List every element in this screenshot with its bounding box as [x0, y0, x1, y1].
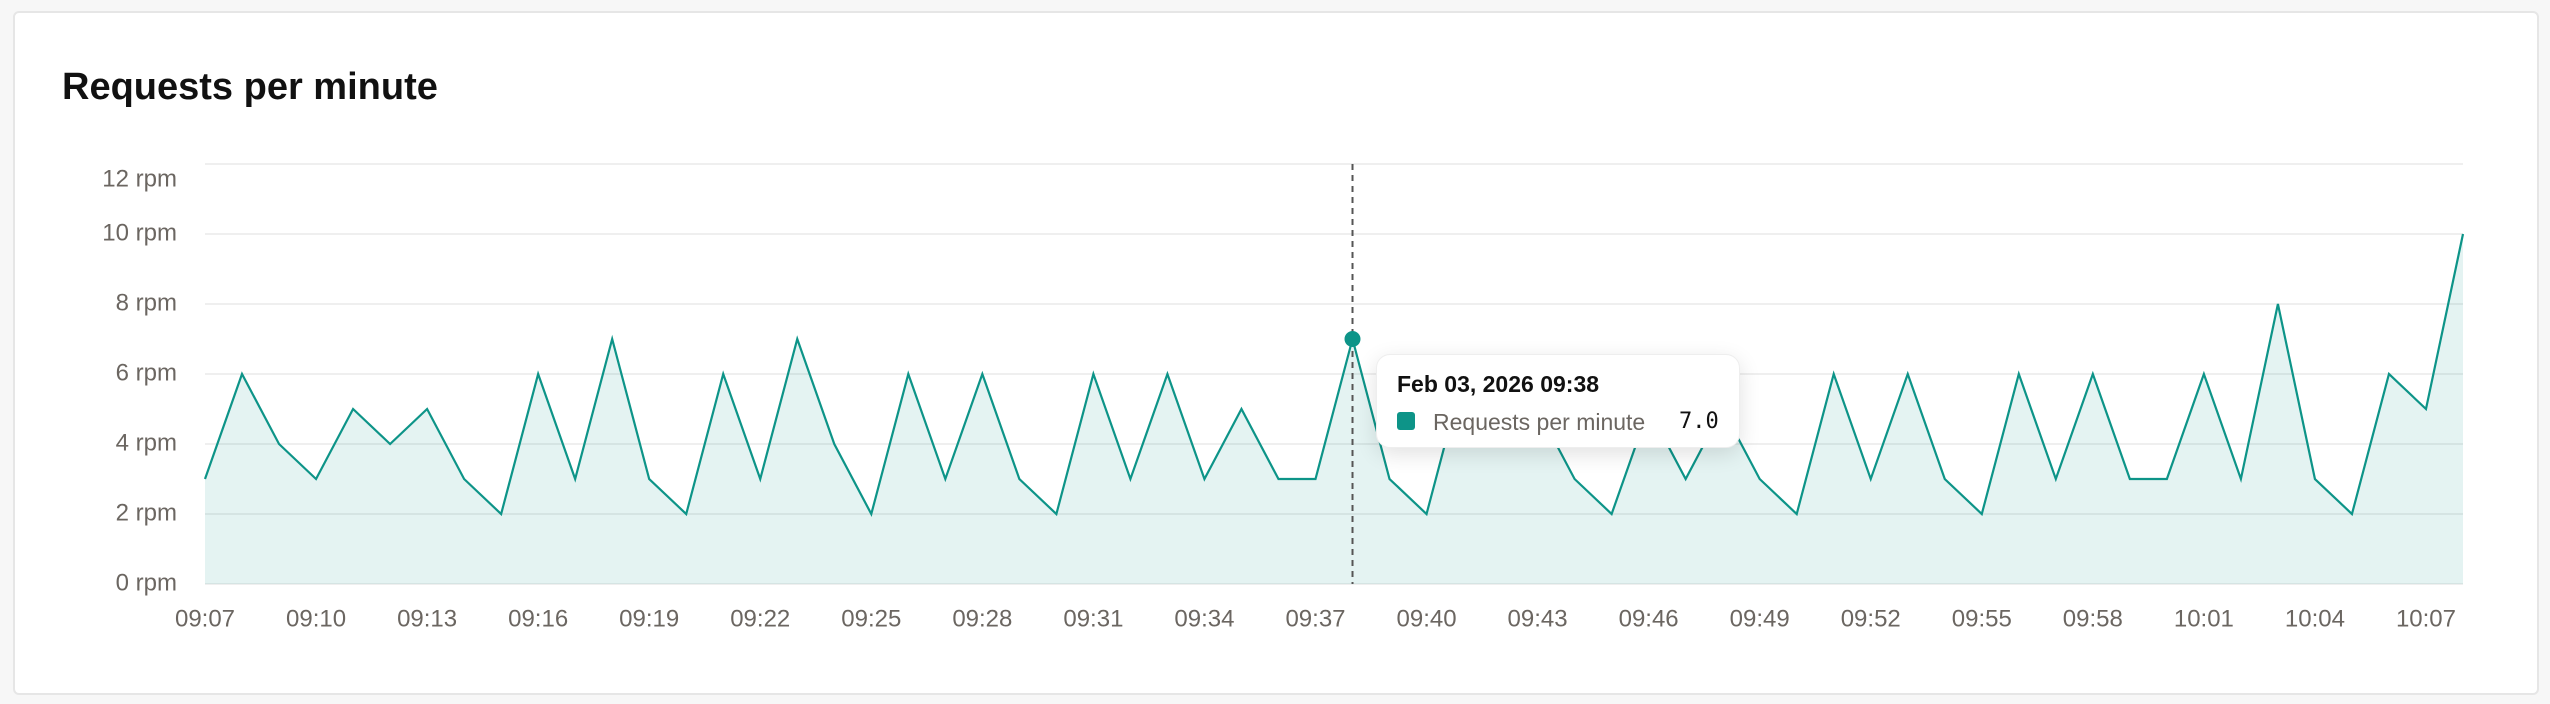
- y-tick-label: 4 rpm: [116, 429, 177, 456]
- x-tick-label: 09:43: [1508, 605, 1568, 632]
- y-tick-label: 12 rpm: [102, 165, 177, 192]
- y-tick-label: 0 rpm: [116, 569, 177, 596]
- x-tick-label: 09:31: [1063, 605, 1123, 632]
- y-tick-label: 10 rpm: [102, 219, 177, 246]
- tooltip-swatch: [1397, 412, 1415, 430]
- line: [203, 233, 2465, 518]
- x-tick-label: 09:52: [1841, 605, 1901, 632]
- y-tick-label: 6 rpm: [116, 359, 177, 386]
- x-tick-label: 09:34: [1174, 605, 1234, 632]
- x-tick-label: 10:07: [2396, 605, 2456, 632]
- x-tick-label: 09:25: [841, 605, 901, 632]
- chart-title: Requests per minute: [62, 66, 438, 108]
- x-tick-label: 09:13: [397, 605, 457, 632]
- x-tick-label: 09:49: [1730, 605, 1790, 632]
- tooltip: Feb 03, 2026 09:38 Requests per minute 7…: [1376, 354, 1740, 448]
- x-tick-label: 09:16: [508, 605, 568, 632]
- x-tick-label: 09:07: [175, 605, 235, 632]
- x-tick-label: 09:37: [1285, 605, 1345, 632]
- x-tick-label: 09:10: [286, 605, 346, 632]
- x-tick-label: 09:55: [1952, 605, 2012, 632]
- x-tick-label: 09:22: [730, 605, 790, 632]
- x-tick-label: 09:58: [2063, 605, 2123, 632]
- x-tick-label: 09:28: [952, 605, 1012, 632]
- tooltip-value: 7.0: [1679, 409, 1719, 434]
- x-tick-label: 10:01: [2174, 605, 2234, 632]
- card: [13, 11, 2539, 695]
- x-tick-label: 10:04: [2285, 605, 2345, 632]
- tooltip-series: Requests per minute: [1433, 409, 1646, 435]
- y-tick-label: 8 rpm: [116, 289, 177, 316]
- x-tick-label: 09:19: [619, 605, 679, 632]
- x-tick-label: 09:46: [1619, 605, 1679, 632]
- x-tick-label: 09:40: [1397, 605, 1457, 632]
- hover-point: [1344, 331, 1361, 347]
- tooltip-title: Feb 03, 2026 09:38: [1397, 371, 1600, 397]
- y-tick-label: 2 rpm: [116, 499, 177, 526]
